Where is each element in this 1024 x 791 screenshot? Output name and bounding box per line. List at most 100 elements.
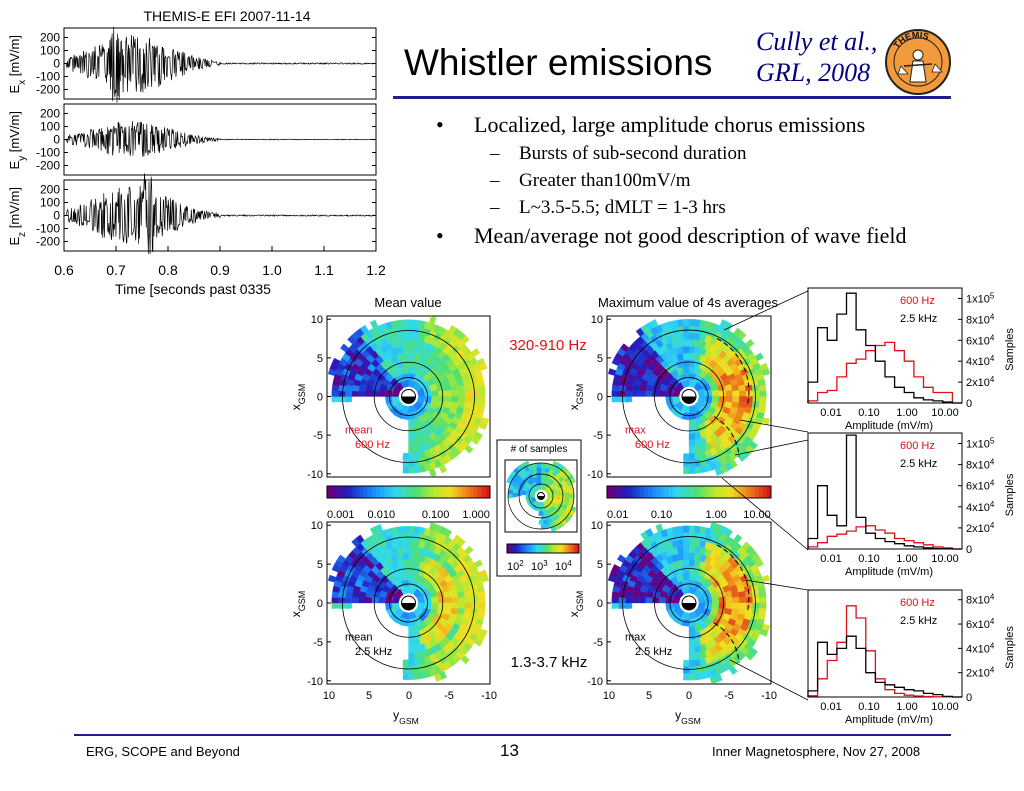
map-cell xyxy=(725,602,733,610)
map-cell xyxy=(464,390,473,397)
map-cell xyxy=(408,666,415,674)
colorbar-step xyxy=(514,544,517,553)
mini-map-cell xyxy=(525,493,531,499)
map-cell xyxy=(408,319,415,327)
map-cell xyxy=(402,332,409,341)
map-cell xyxy=(739,396,747,403)
map-cell xyxy=(618,602,626,609)
map-cell xyxy=(408,346,415,354)
colorbar-step xyxy=(521,544,524,553)
colorbar-tick: 0.010 xyxy=(368,509,396,521)
colorbar-step xyxy=(528,544,531,553)
legend-black: 2.5 kHz xyxy=(900,313,937,325)
connector-line xyxy=(744,579,809,591)
map-x-tick: 10 xyxy=(323,690,335,702)
footer-rule xyxy=(74,734,951,736)
colorbar-tick: 1.00 xyxy=(705,509,726,521)
colorbar-step xyxy=(437,486,442,498)
colorbar-step xyxy=(571,544,575,553)
map-cell xyxy=(688,426,696,434)
map-cell xyxy=(471,390,479,397)
band-label: 1.3-3.7 kHz xyxy=(511,654,588,671)
map-cell xyxy=(396,532,404,541)
colorbar-step xyxy=(449,486,454,498)
map-cell xyxy=(683,525,690,533)
map-cell xyxy=(401,566,409,574)
map-cell xyxy=(737,331,747,341)
map-cell xyxy=(688,432,696,441)
mini-map-cell xyxy=(536,462,542,468)
map-cell xyxy=(413,452,421,460)
colorbar-step xyxy=(525,544,528,553)
mini-map-cell xyxy=(540,524,546,530)
colorbar-step xyxy=(552,544,555,553)
map-cell xyxy=(677,525,684,534)
waveform-y-label: Ey [mV/m] xyxy=(7,111,28,169)
map-label: 2.5 kHz xyxy=(635,646,672,658)
map-cell xyxy=(402,559,409,567)
map-cell xyxy=(402,326,409,334)
map-label: max xyxy=(625,425,646,437)
map-cell xyxy=(408,632,416,640)
map-cell xyxy=(402,539,409,547)
map-cell xyxy=(759,597,767,604)
map-cell xyxy=(752,390,760,397)
map-cell xyxy=(688,439,696,448)
map-y-tick: 10 xyxy=(591,314,603,326)
y-tick-label: 0 xyxy=(53,57,60,71)
colorbar-step xyxy=(693,486,698,498)
map-cell xyxy=(682,659,690,668)
map-cell xyxy=(444,596,453,604)
earth-night-side xyxy=(401,396,416,404)
waveform-y-label: Ez [mV/m] xyxy=(7,187,28,245)
map-cell xyxy=(478,390,486,397)
sub-bullet-text: Greater than100mV/m xyxy=(519,170,691,191)
histogram-x-label: Amplitude (mV/m) xyxy=(845,420,933,432)
l-shell-circle xyxy=(342,536,475,670)
histogram-y-label: Samples xyxy=(1004,328,1016,371)
map-x-tick: -10 xyxy=(761,690,777,702)
colorbar-step xyxy=(746,486,751,498)
colorbar-step xyxy=(652,486,657,498)
map-cell xyxy=(688,653,696,661)
map-cell xyxy=(413,465,421,474)
l-shell-circle xyxy=(654,568,724,638)
map-cell xyxy=(464,444,474,454)
colorbar-step xyxy=(347,486,352,498)
colorbar-step xyxy=(359,486,365,498)
map-cell xyxy=(408,425,416,434)
bullet-text: Mean/average not good description of wav… xyxy=(474,223,907,248)
map-cell xyxy=(408,659,415,667)
colorbar-step xyxy=(541,544,544,553)
map-cell xyxy=(751,384,760,392)
map-cell xyxy=(369,319,379,329)
colorbar-step xyxy=(738,486,743,498)
map-cell xyxy=(340,343,350,353)
map-cell xyxy=(694,459,701,468)
histogram-y-tick: 6x104 xyxy=(966,478,995,493)
map-cell xyxy=(451,602,459,610)
colorbar-step xyxy=(388,486,393,498)
map-cell xyxy=(402,532,409,540)
map-cell xyxy=(402,466,409,474)
region-outline xyxy=(713,622,740,664)
map-cell xyxy=(725,390,733,397)
y-tick-label: 0 xyxy=(53,209,60,223)
connector-line xyxy=(721,477,809,551)
map-cell xyxy=(408,645,415,654)
map-cell xyxy=(402,659,409,667)
map-cell xyxy=(451,396,459,403)
colorbar-step xyxy=(717,486,723,498)
map-cell xyxy=(688,673,695,681)
map-cell xyxy=(677,539,684,547)
map-cell xyxy=(655,523,664,533)
bullet-item: • Localized, large amplitude chorus emiss… xyxy=(436,110,907,140)
earth-night-side xyxy=(682,603,696,610)
map-cell xyxy=(688,460,695,468)
map-y-tick: -5 xyxy=(313,430,323,442)
y-tick-label: -100 xyxy=(36,70,60,84)
map-label: max xyxy=(625,631,646,643)
map-cell xyxy=(402,546,409,554)
title-rule xyxy=(393,96,951,99)
colorbar-step xyxy=(684,486,690,498)
